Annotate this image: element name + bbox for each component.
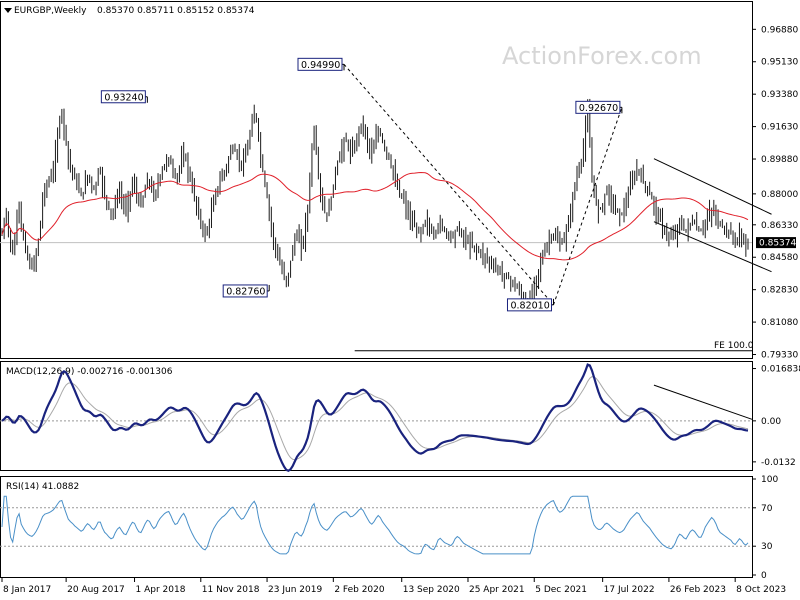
macd-line — [1, 363, 749, 473]
rsi-level-lines — [0, 507, 752, 547]
swing-dashed-lines — [343, 64, 623, 306]
sma-line — [1, 172, 749, 261]
x-tick-label: 11 Nov 2018 — [202, 585, 260, 595]
rsi-y-axis: 100 70 30 0 — [752, 475, 778, 581]
macd-signal-line — [1, 376, 749, 461]
swing-price-labels: 0.93240 0.94990 0.92670 0.82760 0.82010 — [100, 57, 623, 312]
falling-channel — [653, 158, 772, 273]
x-tick-label: 2 Feb 2020 — [334, 585, 385, 595]
price-y-tick-label: 0.93380 — [761, 90, 798, 100]
price-y-tick-label: 0.89880 — [761, 155, 798, 165]
current-price-box-bg — [756, 237, 796, 249]
price-y-axis: 0.96880 0.95130 0.93380 0.91630 0.89880 0.880… — [752, 25, 798, 361]
macd-title: MACD(12,26,9) -0.002716 -0.001306 — [6, 367, 173, 377]
x-tick-label: 25 Apr 2021 — [469, 585, 525, 595]
price-y-tick-label: 0.82830 — [761, 286, 798, 296]
macd-panel-frame — [0, 361, 753, 471]
macd-y-tick-label: 0.00 — [761, 417, 781, 427]
swing-dashed-line — [343, 64, 554, 306]
chart-header: EURGBP,Weekly 0.85370 0.85711 0.85152 0.… — [4, 6, 255, 16]
price-panel: 0.96880 0.95130 0.93380 0.91630 0.89880 0.880… — [0, 25, 798, 361]
x-tick-label: 23 Jun 2019 — [268, 585, 322, 595]
price-label-text: 0.82010 — [510, 300, 549, 311]
rsi-y-tick-label: 30 — [761, 542, 773, 552]
x-axis: 8 Jan 2017 20 Aug 2017 1 Apr 2018 11 Nov 20… — [1, 578, 786, 595]
macd-trendline — [653, 384, 753, 420]
macd-y-tick-label: -0.0132 — [761, 458, 796, 468]
price-label-text: 0.92670 — [579, 103, 618, 114]
dropdown-triangle-icon — [4, 8, 12, 13]
macd-panel: MACD(12,26,9) -0.002716 -0.001306 0.0168… — [0, 363, 800, 473]
price-label-text: 0.93240 — [104, 92, 143, 103]
price-panel-frame — [0, 1, 753, 359]
price-label-box — [222, 284, 268, 298]
rsi-panel-frame — [0, 476, 753, 578]
price-label-box — [100, 90, 146, 104]
swing-dashed-line — [553, 107, 623, 306]
x-tick-label: 17 Jul 2022 — [604, 585, 655, 595]
current-price-text: 0.85374 — [759, 239, 796, 249]
x-tick-label: 20 Aug 2017 — [67, 585, 125, 595]
channel-line — [653, 158, 772, 215]
ohlc-values: 0.85370 0.85711 0.85152 0.85374 — [97, 6, 255, 16]
channel-line — [653, 221, 772, 273]
price-y-tick-label: 0.88000 — [761, 190, 798, 200]
price-y-tick-label: 0.91630 — [761, 123, 798, 133]
price-y-tick-label: 0.86330 — [761, 221, 798, 231]
price-label-box — [575, 100, 621, 114]
fe-label: FE 100.0 — [714, 341, 754, 351]
price-label-text: 0.82760 — [226, 286, 265, 297]
rsi-line — [1, 495, 749, 555]
price-label-box — [297, 57, 343, 71]
rsi-y-tick-label: 100 — [761, 475, 778, 485]
x-tick-label: 1 Apr 2018 — [136, 585, 186, 595]
x-tick-label: 26 Feb 2023 — [670, 585, 726, 595]
price-label-text: 0.94990 — [301, 60, 340, 71]
price-y-tick-label: 0.96880 — [761, 25, 798, 35]
watermark-text: ActionForex.com — [502, 42, 702, 70]
macd-y-axis: 0.016838 0.00 -0.0132 — [752, 365, 800, 468]
rsi-y-tick-label: 0 — [761, 571, 767, 581]
x-tick-label: 13 Sep 2020 — [403, 585, 460, 595]
price-y-tick-label: 0.81080 — [761, 318, 798, 328]
x-tick-label: 8 Oct 2023 — [736, 585, 786, 595]
price-label-box — [506, 298, 552, 312]
x-tick-label: 8 Jan 2017 — [3, 585, 51, 595]
price-y-tick-label: 0.95130 — [761, 58, 798, 68]
current-price-box: 0.85374 — [756, 237, 796, 249]
rsi-y-tick-label: 70 — [761, 504, 773, 514]
symbol-label: EURGBP,Weekly — [14, 6, 87, 16]
x-tick-label: 5 Dec 2021 — [535, 585, 587, 595]
price-y-tick-label: 0.84580 — [761, 253, 798, 263]
price-y-tick-label: 0.79330 — [761, 351, 798, 361]
rsi-panel: RSI(14) 41.0882 100 70 30 0 — [0, 475, 778, 581]
rsi-title: RSI(14) 41.0882 — [6, 482, 79, 492]
macd-y-tick-label: 0.016838 — [761, 365, 800, 375]
price-series — [1, 98, 749, 309]
